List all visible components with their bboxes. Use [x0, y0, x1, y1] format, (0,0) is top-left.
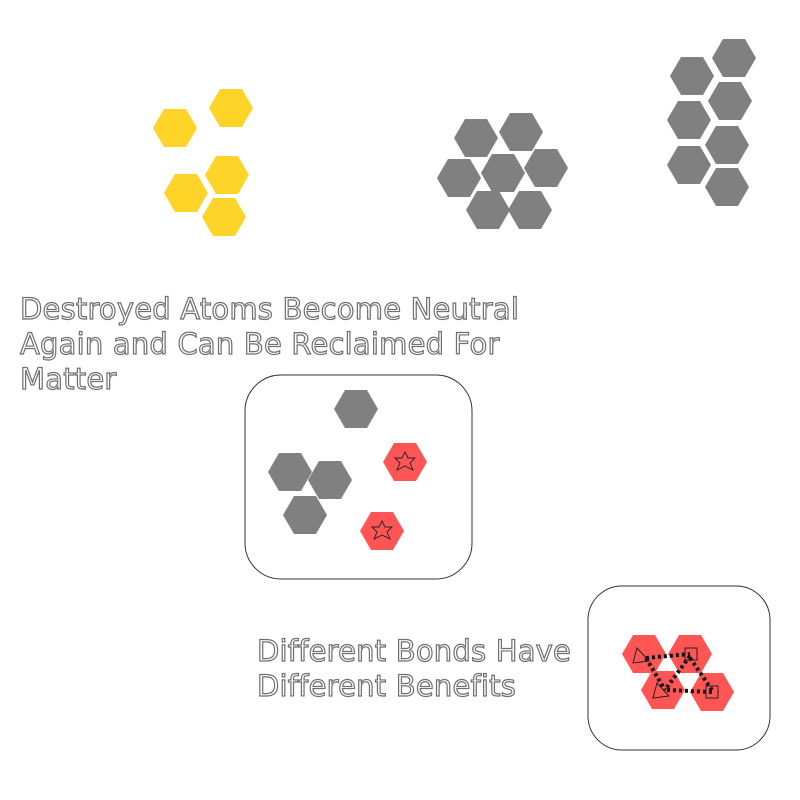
caption-line: Again and Can Be Reclaimed For — [19, 326, 500, 361]
gray-atom — [670, 57, 714, 95]
bond-line — [666, 688, 713, 694]
square-outline-icon — [684, 647, 698, 661]
gray-atom-chain — [667, 39, 756, 206]
gray-atom — [508, 191, 552, 229]
caption-line: Matter — [19, 361, 117, 396]
caption-line: Different Benefits — [256, 668, 517, 703]
gray-atom — [705, 126, 749, 164]
yellow-atom-cluster — [153, 89, 253, 236]
triangle-outline-icon — [652, 681, 671, 699]
square-outline-icon — [705, 685, 719, 699]
triangle-outline-icon — [632, 646, 651, 664]
caption-line: Destroyed Atoms Become Neutral — [19, 291, 520, 326]
gray-atom — [466, 191, 510, 229]
bond-line — [688, 656, 714, 692]
star-outline-icon — [370, 519, 394, 540]
yellow-atom — [202, 198, 246, 236]
yellow-atom — [153, 109, 197, 147]
yellow-atom — [205, 156, 249, 194]
bonds-panel — [587, 585, 771, 751]
gray-atom — [708, 82, 752, 120]
gray-atom — [667, 101, 711, 139]
gray-atom — [705, 168, 749, 206]
bond-line — [644, 656, 667, 692]
gray-atom — [524, 149, 568, 187]
bond-line — [663, 654, 692, 692]
gray-atom — [437, 159, 481, 197]
gray-atom-ring-cluster — [437, 113, 568, 229]
star-outline-icon — [393, 450, 417, 471]
bond-line — [645, 652, 691, 660]
gray-atom — [499, 113, 543, 151]
yellow-atom — [164, 174, 208, 212]
gray-atom — [712, 39, 756, 77]
destroyed-atoms-panel — [244, 374, 473, 580]
gray-atom — [481, 154, 525, 192]
yellow-atom — [209, 89, 253, 127]
gray-atom — [667, 146, 711, 184]
caption-line: Different Bonds Have — [256, 633, 572, 668]
destroyed-atoms-caption: Destroyed Atoms Become Neutral Again and… — [19, 291, 540, 396]
gray-atom — [454, 119, 498, 157]
bonds-caption: Different Bonds Have Different Benefits — [256, 633, 597, 704]
